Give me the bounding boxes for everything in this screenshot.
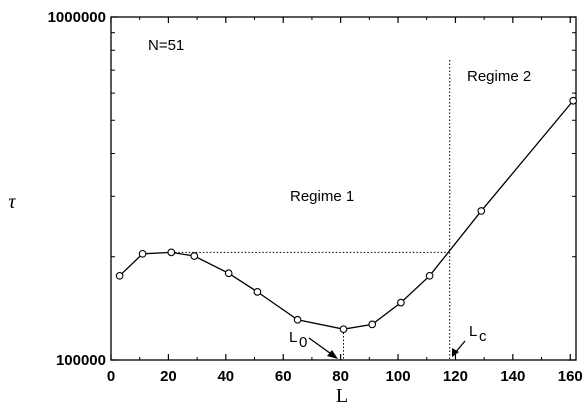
data-point — [224, 269, 233, 278]
lc-subscript: c — [479, 328, 487, 345]
y-axis-label: τ — [8, 191, 16, 213]
plot-frame — [110, 16, 577, 361]
data-point — [477, 207, 486, 215]
data-point — [425, 271, 434, 280]
y-axis-ticks: 100000 1000000 — [48, 9, 576, 369]
data-point — [397, 298, 405, 307]
x-tick-label: 100 — [386, 368, 411, 385]
x-axis-label: L — [336, 385, 348, 406]
n-label: N=51 — [148, 37, 184, 54]
lc-label: L — [469, 323, 477, 340]
l0-annotation: L 0 — [289, 329, 338, 359]
data-point — [253, 288, 262, 296]
x-tick-label: 160 — [558, 368, 583, 385]
data-point — [368, 320, 377, 329]
x-axis-ticks: 0 20 40 60 80 100 120 140 160 — [107, 17, 583, 385]
lc-annotation: L c — [452, 323, 487, 357]
regime2-label: Regime 2 — [467, 68, 531, 85]
x-tick-label: 140 — [500, 368, 525, 385]
x-tick-label: 40 — [217, 368, 234, 385]
regime1-label: Regime 1 — [290, 188, 354, 205]
lc-arrow-head — [452, 348, 459, 357]
x-tick-label: 80 — [332, 368, 349, 385]
data-point — [138, 249, 147, 258]
l0-subscript: 0 — [299, 334, 307, 351]
data-point — [293, 315, 302, 324]
data-point — [190, 252, 199, 260]
data-point — [115, 271, 124, 280]
series-line — [119, 100, 574, 330]
data-point — [569, 96, 577, 105]
l0-label: L — [289, 329, 297, 346]
data-point — [339, 325, 348, 334]
y-tick-label: 100000 — [56, 352, 106, 369]
x-tick-label: 20 — [160, 368, 177, 385]
data-series — [115, 96, 577, 334]
x-tick-label: 0 — [107, 368, 115, 385]
y-tick-label: 1000000 — [48, 9, 106, 26]
data-point — [167, 248, 176, 257]
x-tick-label: 120 — [443, 368, 468, 385]
reference-lines — [171, 60, 451, 360]
x-tick-label: 60 — [275, 368, 292, 385]
l0-arrow-head — [327, 350, 338, 359]
